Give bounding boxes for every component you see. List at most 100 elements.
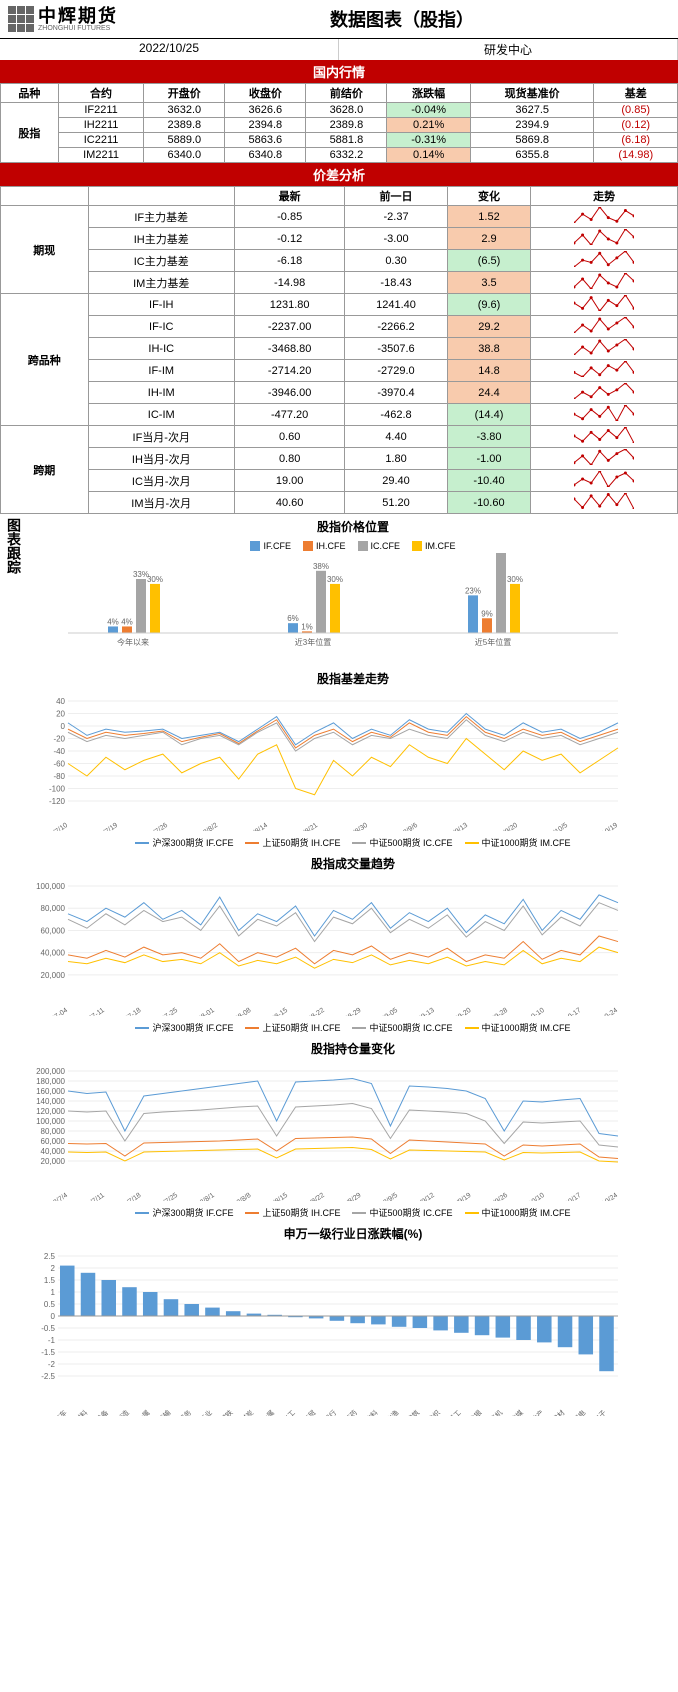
svg-text:-1: -1 bbox=[48, 1336, 56, 1345]
band-spread: 价差分析 bbox=[0, 163, 678, 186]
table-row: IH-IM-3946.00-3970.424.4 bbox=[1, 382, 678, 404]
legend-item: IM.CFE bbox=[412, 541, 456, 551]
col-header: 涨跌幅 bbox=[387, 84, 470, 103]
svg-text:-2.5: -2.5 bbox=[41, 1372, 55, 1381]
row-group: 期现 bbox=[1, 206, 89, 294]
svg-text:近3年位置: 近3年位置 bbox=[295, 637, 331, 647]
col-header: 走势 bbox=[531, 187, 678, 206]
svg-text:2022-09-20: 2022-09-20 bbox=[439, 1007, 472, 1016]
legend-item: 上证50期货 IH.CFE bbox=[245, 1206, 340, 1219]
svg-text:2022/8/2: 2022/8/2 bbox=[193, 822, 219, 831]
svg-text:0: 0 bbox=[61, 722, 66, 731]
svg-text:30%: 30% bbox=[147, 575, 163, 584]
svg-text:-2: -2 bbox=[48, 1360, 56, 1369]
svg-text:2022-10-24: 2022-10-24 bbox=[586, 1007, 619, 1016]
legend-item: 沪深300期货 IF.CFE bbox=[135, 1206, 233, 1219]
svg-text:2022-07-11: 2022-07-11 bbox=[73, 1007, 106, 1016]
legend-item: 中证500期货 IC.CFE bbox=[352, 836, 452, 849]
svg-text:2022/9/6: 2022/9/6 bbox=[393, 822, 419, 831]
col-header: 变化 bbox=[447, 187, 531, 206]
svg-text:20: 20 bbox=[56, 710, 65, 719]
table-row: IC-IM-477.20-462.8(14.4) bbox=[1, 404, 678, 426]
svg-text:9%: 9% bbox=[481, 609, 493, 618]
svg-text:100,000: 100,000 bbox=[36, 882, 65, 891]
line-chart: 40200-20-40-60-80-100-1202022/7/102022/7… bbox=[28, 691, 628, 831]
svg-text:23%: 23% bbox=[465, 586, 481, 595]
svg-text:煤炭: 煤炭 bbox=[239, 1408, 255, 1416]
svg-text:2022/10/24: 2022/10/24 bbox=[586, 1192, 619, 1201]
svg-text:计算机: 计算机 bbox=[483, 1408, 504, 1416]
svg-text:-60: -60 bbox=[53, 760, 65, 769]
svg-text:140,000: 140,000 bbox=[36, 1097, 65, 1106]
svg-text:2022/8/29: 2022/8/29 bbox=[333, 1192, 363, 1201]
legend: 沪深300期货 IF.CFE上证50期货 IH.CFE中证500期货 IC.CF… bbox=[28, 834, 678, 851]
charts-label: 图表跟踪 bbox=[0, 514, 28, 1419]
svg-text:2022-09-13: 2022-09-13 bbox=[402, 1007, 435, 1016]
svg-text:2022-08-29: 2022-08-29 bbox=[329, 1007, 362, 1016]
svg-text:2022/8/22: 2022/8/22 bbox=[296, 1192, 326, 1201]
table-row: 期现IF主力基差-0.85-2.371.52 bbox=[1, 206, 678, 228]
legend-item: 沪深300期货 IF.CFE bbox=[135, 1021, 233, 1034]
table-row: IM主力基差-14.98-18.433.5 bbox=[1, 272, 678, 294]
svg-text:2022/7/25: 2022/7/25 bbox=[150, 1192, 180, 1201]
legend: IF.CFEIH.CFEIC.CFEIM.CFE bbox=[28, 539, 678, 553]
svg-text:2022-10-17: 2022-10-17 bbox=[549, 1007, 582, 1016]
header: 中辉期货ZHONGHUI FUTURES 数据图表（股指） bbox=[0, 0, 678, 39]
svg-text:1%: 1% bbox=[301, 622, 313, 631]
table-row: 跨品种IF-IH1231.801241.40(9.6) bbox=[1, 294, 678, 316]
page-title: 数据图表（股指） bbox=[126, 0, 678, 38]
svg-text:-0.5: -0.5 bbox=[41, 1324, 55, 1333]
sparkline bbox=[531, 360, 678, 382]
svg-text:2022/8/8: 2022/8/8 bbox=[226, 1192, 252, 1201]
svg-text:200,000: 200,000 bbox=[36, 1067, 65, 1076]
svg-text:1.5: 1.5 bbox=[44, 1276, 56, 1285]
col-header: 收盘价 bbox=[225, 84, 306, 103]
svg-text:化工: 化工 bbox=[281, 1408, 297, 1416]
svg-text:40,000: 40,000 bbox=[41, 949, 66, 958]
svg-text:-100: -100 bbox=[49, 785, 66, 794]
svg-text:30%: 30% bbox=[327, 575, 343, 584]
svg-text:2022/8/15: 2022/8/15 bbox=[260, 1192, 290, 1201]
col-header: 前结价 bbox=[306, 84, 387, 103]
col-header bbox=[1, 187, 89, 206]
col-header: 合约 bbox=[58, 84, 143, 103]
svg-text:纺织: 纺织 bbox=[426, 1408, 442, 1416]
table-spread: 最新前一日变化走势期现IF主力基差-0.85-2.371.52IH主力基差-0.… bbox=[0, 186, 678, 514]
svg-text:2022-08-01: 2022-08-01 bbox=[182, 1007, 215, 1016]
svg-text:2022-07-04: 2022-07-04 bbox=[36, 1007, 69, 1016]
legend-item: 上证50期货 IH.CFE bbox=[245, 836, 340, 849]
svg-text:轻工: 轻工 bbox=[446, 1408, 462, 1416]
legend-item: 中证1000期货 IM.CFE bbox=[465, 1021, 571, 1034]
svg-text:银行: 银行 bbox=[322, 1408, 338, 1416]
svg-text:2: 2 bbox=[51, 1264, 56, 1273]
svg-text:2022/8/30: 2022/8/30 bbox=[340, 822, 370, 831]
col-header: 前一日 bbox=[345, 187, 447, 206]
svg-text:4%: 4% bbox=[121, 617, 133, 626]
svg-text:2022/7/19: 2022/7/19 bbox=[90, 822, 120, 831]
sparkline bbox=[531, 250, 678, 272]
svg-text:2022/9/5: 2022/9/5 bbox=[373, 1192, 399, 1201]
svg-text:2022-08-08: 2022-08-08 bbox=[219, 1007, 252, 1016]
sparkline bbox=[531, 316, 678, 338]
svg-text:2022/7/26: 2022/7/26 bbox=[140, 822, 170, 831]
svg-text:2022/8/21: 2022/8/21 bbox=[290, 822, 320, 831]
svg-text:180,000: 180,000 bbox=[36, 1077, 65, 1086]
sparkline bbox=[531, 470, 678, 492]
svg-text:2022-09-05: 2022-09-05 bbox=[366, 1007, 399, 1016]
table-row: IH-IC-3468.80-3507.638.8 bbox=[1, 338, 678, 360]
sparkline bbox=[531, 448, 678, 470]
svg-text:100,000: 100,000 bbox=[36, 1117, 65, 1126]
table-row: 跨期IF当月-次月0.604.40-3.80 bbox=[1, 426, 678, 448]
legend-item: 上证50期货 IH.CFE bbox=[245, 1021, 340, 1034]
legend-item: IC.CFE bbox=[358, 541, 401, 551]
svg-text:2022-07-18: 2022-07-18 bbox=[109, 1007, 142, 1016]
sparkline bbox=[531, 294, 678, 316]
svg-text:80,000: 80,000 bbox=[41, 1127, 66, 1136]
svg-text:0: 0 bbox=[51, 1312, 56, 1321]
svg-text:4%: 4% bbox=[107, 617, 119, 626]
svg-text:家电: 家电 bbox=[571, 1408, 587, 1416]
svg-text:今年以来: 今年以来 bbox=[117, 637, 149, 647]
col-header: 现货基准价 bbox=[470, 84, 594, 103]
sparkline bbox=[531, 228, 678, 250]
svg-text:2022/8/1: 2022/8/1 bbox=[189, 1192, 215, 1201]
